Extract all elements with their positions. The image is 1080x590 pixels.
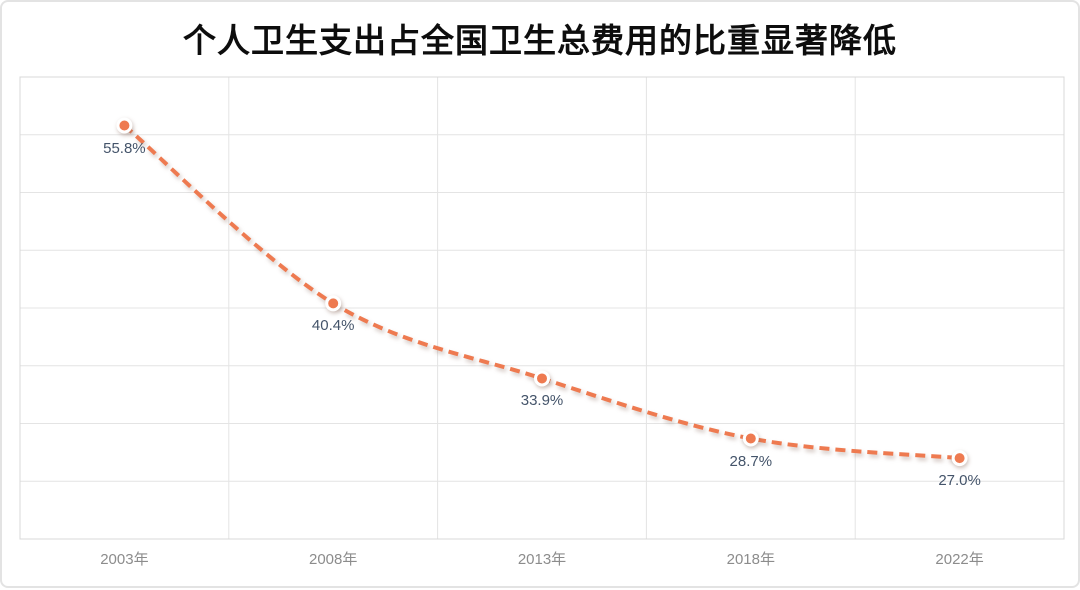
data-point-marker	[534, 370, 550, 387]
chart-title: 个人卫生支出占全国卫生总费用的比重显著降低	[183, 22, 897, 59]
data-label: 33.9%	[520, 392, 564, 410]
plot-border	[19, 76, 1065, 540]
data-label: 40.4%	[311, 317, 355, 335]
data-point-marker	[951, 450, 968, 467]
data-point-marker	[742, 430, 759, 447]
gridlines	[19, 76, 1065, 540]
line-series	[116, 117, 968, 467]
x-axis-tick-label: 2003年	[100, 551, 149, 568]
x-axis-tick-label: 2008年	[309, 551, 358, 568]
x-axis-tick-label: 2018年	[726, 551, 775, 568]
data-label: 55.8%	[103, 139, 146, 157]
x-axis-tick-label: 2013年	[517, 551, 567, 568]
data-label: 28.7%	[729, 452, 773, 470]
data-point-marker	[116, 117, 133, 134]
data-point-marker	[325, 295, 342, 312]
x-axis-tick-label: 2022年	[935, 551, 984, 568]
data-label: 27.0%	[938, 472, 981, 490]
